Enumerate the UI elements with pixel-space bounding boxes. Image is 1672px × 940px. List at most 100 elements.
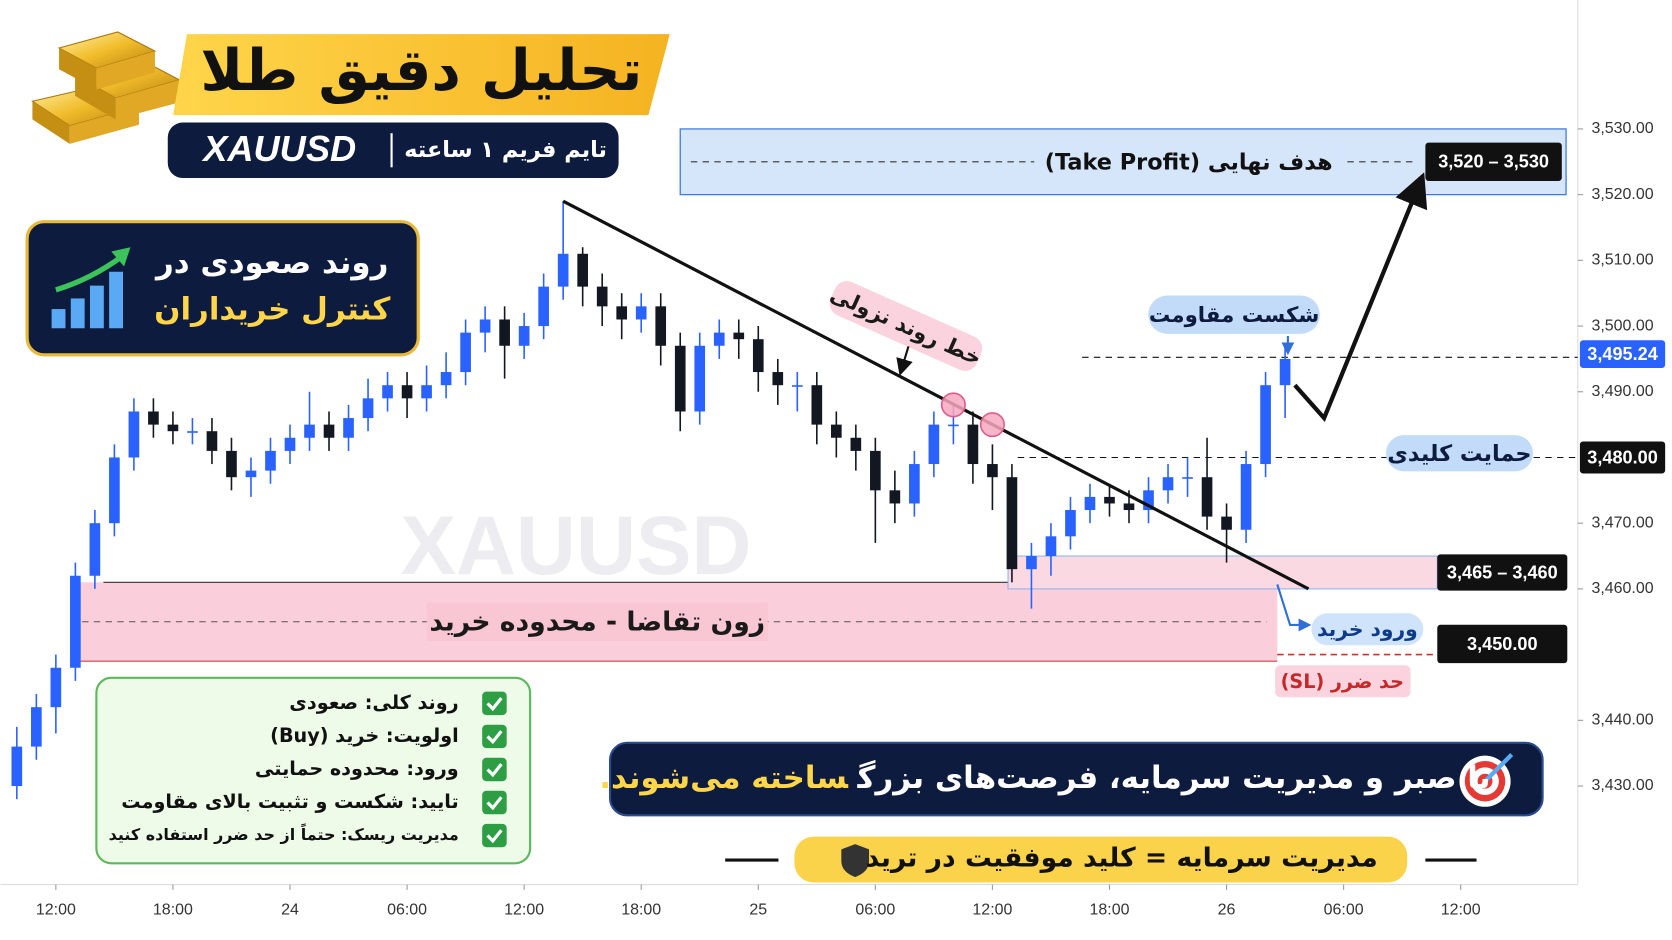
candle-body: [50, 667, 62, 708]
target-text-bg: [1034, 143, 1344, 180]
candle-body: [733, 332, 745, 340]
chart-layer: 3,430.00 3,440.00 3,460.00 3,470.00 3,490.00…: [0, 0, 1666, 918]
footer-pill: [794, 836, 1408, 883]
candle-body: [11, 746, 23, 787]
candle-body: [323, 424, 335, 438]
target-icon: [1459, 753, 1514, 807]
candle-body: [128, 411, 140, 458]
x-tick-label: 06:00: [387, 901, 427, 918]
check-mark: [486, 796, 503, 811]
candle-body: [362, 398, 374, 419]
entry-zone: [1007, 555, 1438, 590]
x-tick-label: 12:00: [504, 901, 544, 918]
candle-body: [265, 450, 276, 471]
candle-body: [1182, 477, 1193, 479]
candle-body: [167, 424, 179, 432]
check-icon: [482, 790, 507, 815]
candle-body: [226, 450, 237, 478]
support-text: حمایت کلیدی: [1387, 441, 1531, 467]
candle-body: [343, 418, 354, 438]
candle-body: [1162, 477, 1174, 491]
shield-icon: [841, 844, 870, 878]
candle-body: [206, 431, 218, 451]
candle-body: [909, 464, 920, 504]
candle-body: [245, 470, 257, 478]
candle-body: [987, 464, 998, 478]
resistance-text: شکست مقاومت: [1149, 303, 1319, 328]
candle-body: [421, 385, 432, 399]
y-tick-label: 3,490.00: [1591, 383, 1653, 400]
entry-zone-label: 3,465 – 3,460: [1447, 562, 1558, 582]
entry-arrow: [1276, 584, 1312, 632]
candle-body: [499, 319, 510, 346]
candle-body: [928, 424, 940, 465]
candle-body: [382, 385, 393, 399]
candle-body: [850, 437, 862, 451]
candle-body: [1006, 477, 1018, 570]
candle-body: [635, 306, 647, 320]
candle-body: [557, 253, 569, 287]
touch-point: [979, 412, 1005, 438]
x-tick-label: 06:00: [855, 901, 895, 918]
x-tick-label: 18:00: [153, 901, 193, 918]
candle-body: [811, 385, 823, 425]
candles: [11, 201, 1291, 800]
candle-body: [440, 372, 452, 386]
check-mark: [486, 763, 503, 778]
support-box: [1579, 441, 1666, 474]
banner-main: با صبر و مدیریت سرمایه، فرصت‌های بزرگ: [857, 759, 1491, 796]
y-tick-label: 3,520.00: [1591, 186, 1653, 203]
symbol: XAUUSD: [201, 128, 356, 169]
candle-body: [70, 575, 81, 668]
candle-body: [1240, 464, 1252, 530]
x-tick-label: 12:00: [36, 901, 76, 918]
check-icon: [482, 757, 507, 782]
checklist: روند کلی: صعودی اولویت: خرید (Buy) ورود: م…: [109, 691, 507, 848]
y-tick-label: 3,510.00: [1591, 252, 1653, 269]
candle-body: [1143, 490, 1154, 511]
gold-bars-icon: [31, 31, 181, 144]
x-tick-label: 12:00: [1441, 901, 1481, 918]
candle-body: [187, 431, 198, 433]
checklist-item: مدیریت ریسک: حتماً از حد ضرر استفاده کنی…: [109, 823, 459, 845]
x-tick-label: 24: [281, 901, 299, 918]
candle-body: [460, 332, 471, 373]
resistance-label: 3,495.24: [1587, 344, 1658, 364]
x-tick-label: 06:00: [1324, 901, 1364, 918]
candle-body: [948, 424, 959, 427]
banner: [608, 741, 1544, 817]
trend-line2: کنترل خریداران: [154, 292, 390, 328]
bars-icon: [51, 247, 131, 329]
candle-body: [148, 411, 159, 425]
check-icon: [482, 691, 507, 716]
trend-box: [25, 220, 420, 357]
candle-body: [713, 332, 725, 346]
candle-body: [1201, 477, 1213, 517]
y-tick-label: 3,500.00: [1591, 317, 1653, 334]
candle-body: [109, 457, 120, 524]
entry-text: ورود خرید: [1317, 617, 1418, 641]
y-tick-label: 3,440.00: [1591, 712, 1653, 729]
stop-loss-box: [1437, 624, 1568, 664]
candle-body: [889, 490, 901, 504]
x-tick-label: 12:00: [972, 901, 1012, 918]
support-text-pill: [1385, 435, 1534, 472]
candle-body: [479, 319, 491, 333]
projection-arrow: [1293, 172, 1428, 423]
demand-zone-text: زون تقاضا - محدوده خرید: [429, 606, 765, 637]
candle-body: [655, 306, 667, 346]
demand-text-bg: [426, 602, 768, 641]
check-mark: [486, 697, 503, 712]
y-tick-label: 3,430.00: [1591, 777, 1653, 794]
title: تحلیل دقیق طلا: [200, 37, 642, 104]
check-mark: [486, 730, 503, 745]
entry-zone-box: [1437, 554, 1568, 591]
x-tick-label: 26: [1218, 901, 1236, 918]
candle-body: [1123, 503, 1135, 511]
symbol-pill: [167, 122, 619, 178]
support-label: 3,480.00: [1587, 447, 1658, 467]
touch-point: [940, 392, 966, 418]
check-icon: [482, 823, 507, 848]
trendline-pointer: [896, 346, 913, 376]
